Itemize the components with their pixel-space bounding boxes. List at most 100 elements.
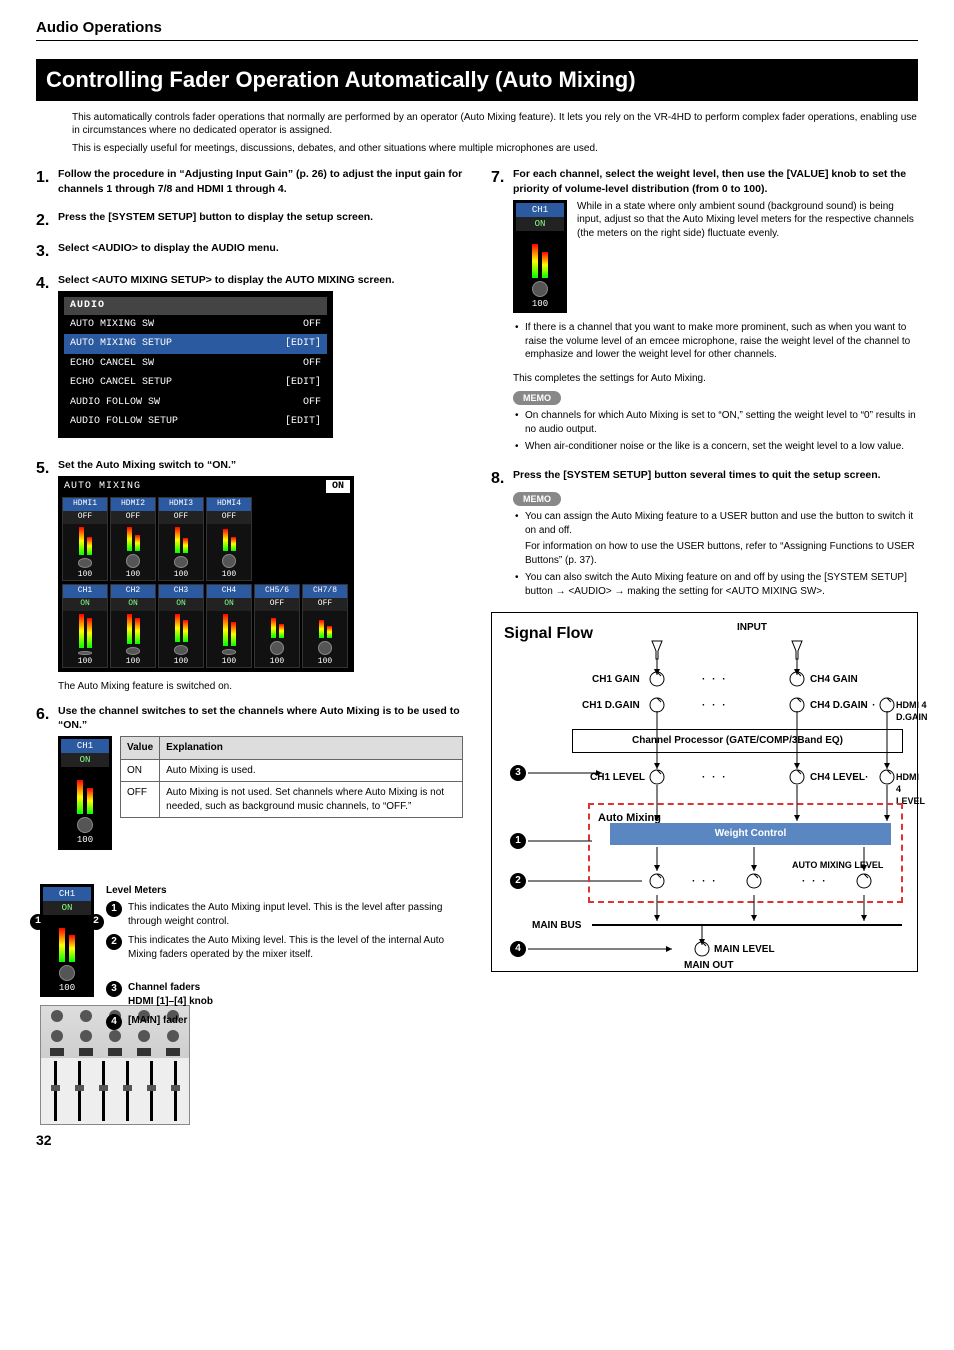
meter-desc-3: Channel faders HDMI [1]–[4] knob <box>128 981 213 1008</box>
weight-control-box: Weight Control <box>610 823 891 845</box>
step-text: Select <AUDIO> to display the AUDIO menu… <box>58 241 463 255</box>
step-number: 7. <box>491 167 513 457</box>
amx-cell: CH2ON100 <box>110 584 156 668</box>
step-text: Press the [SYSTEM SETUP] button several … <box>513 468 918 482</box>
td: Auto Mixing is used. <box>160 759 463 782</box>
td: ON <box>121 759 160 782</box>
step7-done: This completes the settings for Auto Mix… <box>513 372 918 386</box>
tile-value: 100 <box>43 982 91 994</box>
tile-value: 100 <box>61 834 109 846</box>
ch1-dgain-label: CH1 D.GAIN <box>582 699 640 713</box>
step5-after: The Auto Mixing feature is switched on. <box>58 680 463 694</box>
memo-label: MEMO <box>513 391 561 405</box>
tile-state: ON <box>516 217 564 231</box>
lcd-row: ECHO CANCEL SETUP[EDIT] <box>64 373 327 393</box>
memo-text: You can assign the Auto Mixing feature t… <box>525 511 913 536</box>
knob-icon <box>77 817 93 833</box>
level-meters-title: Level Meters <box>106 884 459 898</box>
dots: · · · <box>692 875 718 889</box>
ch1-tile-annotated: CH1 ON 100 1 2 <box>40 884 94 997</box>
badge-4: 4 <box>510 941 526 957</box>
auto-mixing-box: Auto Mixing <box>588 803 903 903</box>
lcd-row: AUDIO FOLLOW SWOFF <box>64 393 327 413</box>
channel-faders-label: Channel faders <box>128 982 200 993</box>
hdmi-knob-label: HDMI [1]–[4] knob <box>128 996 213 1007</box>
amx-cell: CH7/8OFF100 <box>302 584 348 668</box>
dots: · · · <box>702 673 728 687</box>
tile-label: CH1 <box>61 739 109 753</box>
step-text: Press the [SYSTEM SETUP] button to displ… <box>58 210 463 224</box>
lcd-title: AUDIO <box>64 297 327 315</box>
memo-sub: For information on how to use the USER b… <box>525 540 918 567</box>
dots: · · <box>862 699 877 713</box>
badge-3: 3 <box>106 981 122 997</box>
intro-line: This is especially useful for meetings, … <box>72 142 918 156</box>
step-text: Set the Auto Mixing switch to “ON.” <box>58 458 463 472</box>
badge-2: 2 <box>88 914 104 930</box>
channel-processor-box: Channel Processor (GATE/COMP/3Band EQ) <box>572 729 903 753</box>
knob-icon <box>532 281 548 297</box>
badge-1: 1 <box>106 901 122 917</box>
dots: · · · <box>802 875 828 889</box>
page: Audio Operations Controlling Fader Opera… <box>0 0 954 1160</box>
badge-1: 1 <box>30 914 46 930</box>
main-bus-label: MAIN BUS <box>532 919 581 933</box>
main-out-label: MAIN OUT <box>684 959 733 973</box>
signal-flow-title: Signal Flow <box>504 623 905 645</box>
th-value: Value <box>121 737 160 760</box>
dots: · · · <box>702 699 728 713</box>
step-text: Select <AUTO MIXING SETUP> to display th… <box>58 273 463 287</box>
meter-desc-2: This indicates the Auto Mixing level. Th… <box>128 934 459 961</box>
tile-state: ON <box>61 753 109 767</box>
intro: This automatically controls fader operat… <box>72 111 918 156</box>
amx-cell: HDMI1OFF100 <box>62 497 108 581</box>
td: Auto Mixing is not used. Set channels wh… <box>160 782 463 818</box>
amx-title: AUTO MIXING <box>62 480 141 494</box>
tile-state: ON <box>43 901 91 915</box>
memo-item: When air-conditioner noise or the like i… <box>513 440 918 454</box>
badge-2: 2 <box>510 873 526 889</box>
step-text: Use the channel switches to set the chan… <box>58 704 463 732</box>
td: OFF <box>121 782 160 818</box>
meter-desc-4: [MAIN] fader <box>128 1014 187 1028</box>
ch1-tile: CH1 ON 100 <box>58 736 112 849</box>
step7-bullet: If there is a channel that you want to m… <box>513 321 918 362</box>
amx-on-indicator: ON <box>326 480 350 494</box>
memo-item: On channels for which Auto Mixing is set… <box>513 409 918 436</box>
step-number: 8. <box>491 468 513 602</box>
knob-icon <box>59 965 75 981</box>
page-number: 32 <box>36 1131 918 1150</box>
badge-3: 3 <box>510 765 526 781</box>
lcd-row: AUTO MIXING SETUP[EDIT] <box>64 334 327 354</box>
auto-mixing-level-label: AUTO MIXING LEVEL <box>792 859 883 871</box>
main-fader-label: [MAIN] fader <box>128 1015 187 1026</box>
tile-value: 100 <box>516 298 564 310</box>
hdmi4-dgain-label: HDMI 4 D.GAIN <box>896 699 928 723</box>
intro-line: This automatically controls fader operat… <box>72 111 918 138</box>
step-number: 3. <box>36 241 58 263</box>
amx-cell: HDMI3OFF100 <box>158 497 204 581</box>
memo-label: MEMO <box>513 492 561 506</box>
amx-cell: HDMI2OFF100 <box>110 497 156 581</box>
lcd-row: AUTO MIXING SWOFF <box>64 315 327 335</box>
ch1-gain-label: CH1 GAIN <box>592 673 640 687</box>
diagram-svg <box>492 613 917 971</box>
step7-body: While in a state where only ambient soun… <box>577 200 918 313</box>
step-number: 6. <box>36 704 58 850</box>
lcd-row: ECHO CANCEL SWOFF <box>64 354 327 374</box>
amx-cell: CH1ON100 <box>62 584 108 668</box>
step-text: For each channel, select the weight leve… <box>513 167 918 195</box>
hdmi4-level-label: HDMI 4 LEVEL <box>896 771 925 807</box>
tile-label: CH1 <box>43 887 91 901</box>
badge-2: 2 <box>106 934 122 950</box>
step-number: 1. <box>36 167 58 199</box>
step-number: 2. <box>36 210 58 232</box>
lcd-row: AUDIO FOLLOW SETUP[EDIT] <box>64 412 327 432</box>
audio-menu-screenshot: AUDIO AUTO MIXING SWOFFAUTO MIXING SETUP… <box>58 291 333 438</box>
amx-cell: CH5/6OFF100 <box>254 584 300 668</box>
badge-4: 4 <box>106 1014 122 1030</box>
step-number: 4. <box>36 273 58 448</box>
step-text: Follow the procedure in “Adjusting Input… <box>58 167 463 195</box>
main-level-label: MAIN LEVEL <box>714 943 775 957</box>
badge-1: 1 <box>510 833 526 849</box>
